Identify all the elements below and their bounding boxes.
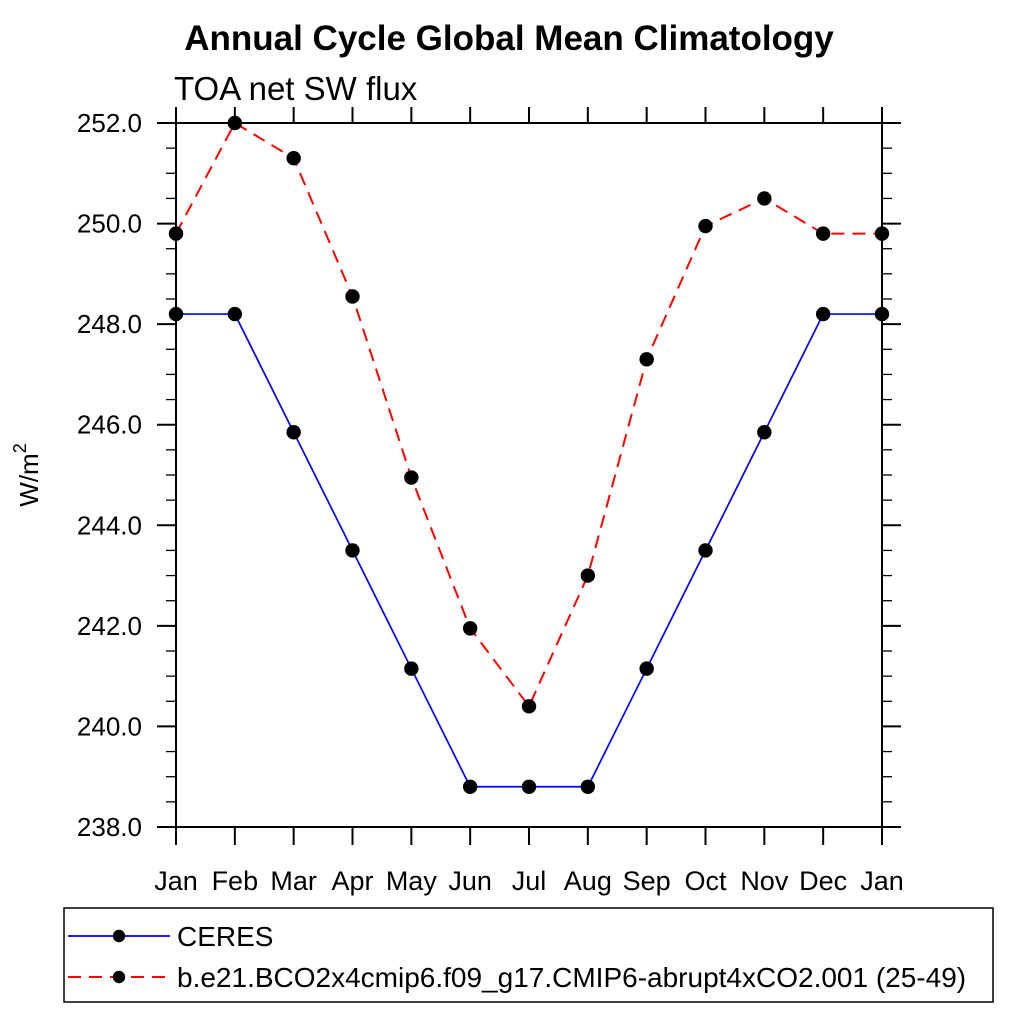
x-tick-label: Sep	[623, 866, 671, 896]
x-tick-label: Dec	[799, 866, 847, 896]
x-tick-label: Jul	[512, 866, 547, 896]
model-data-point-marker	[815, 226, 831, 241]
x-tick-label: Apr	[331, 866, 373, 896]
model-data-point-marker	[698, 218, 713, 234]
model-data-point-marker	[639, 352, 654, 367]
ceres-data-point-marker	[286, 425, 301, 440]
ceres-data-point-marker	[815, 306, 831, 322]
x-tick-label: Aug	[564, 866, 612, 896]
model-data-point-marker	[168, 226, 184, 241]
legend-label: b.e21.BCO2x4cmip6.f09_g17.CMIP6-abrupt4x…	[177, 962, 966, 993]
model-data-point-marker	[227, 115, 243, 131]
plot-title: Annual Cycle Global Mean Climatology	[184, 19, 834, 58]
x-tick-label: Feb	[212, 866, 259, 896]
model-data-point-marker	[404, 470, 419, 485]
x-tick-label: Jan	[154, 866, 198, 896]
ceres-data-point-marker	[404, 661, 419, 676]
y-tick-label: 252.0	[77, 108, 142, 138]
y-tick-label: 246.0	[77, 410, 142, 440]
ceres-data-point-marker	[462, 779, 478, 794]
y-tick-label: 250.0	[77, 209, 142, 239]
x-tick-label: Nov	[740, 866, 789, 896]
ceres-data-point-marker	[227, 306, 243, 322]
model-data-point-marker	[521, 699, 537, 714]
model-data-point-marker	[874, 226, 890, 241]
y-axis-label-exponent: 2	[10, 443, 30, 453]
model-data-point-marker	[345, 289, 360, 304]
legend-box	[63, 907, 994, 1003]
ceres-data-point-marker	[580, 779, 596, 794]
ceres-data-point-marker	[874, 306, 890, 322]
x-tick-label: Jan	[860, 866, 904, 896]
y-axis-label: W/m2	[10, 443, 44, 506]
y-tick-label: 248.0	[77, 309, 142, 339]
ceres-data-point-marker	[168, 306, 184, 322]
plot-subtitle: TOA net SW flux	[174, 70, 418, 107]
model-data-point-marker	[757, 191, 772, 206]
y-tick-label: 244.0	[77, 510, 142, 540]
ceres-data-point-marker	[345, 543, 360, 558]
model-data-point-marker	[462, 621, 478, 636]
legend-marker	[112, 970, 126, 984]
legend-label: CERES	[177, 921, 273, 952]
model-data-point-marker	[286, 151, 301, 166]
model-data-point-marker	[580, 568, 596, 583]
ceres-data-point-marker	[639, 661, 654, 676]
y-tick-label: 242.0	[77, 611, 142, 641]
x-tick-label: Oct	[684, 866, 727, 896]
ceres-data-point-marker	[757, 425, 772, 440]
x-tick-label: May	[386, 866, 438, 896]
y-tick-label: 238.0	[77, 812, 142, 842]
ceres-data-point-marker	[521, 779, 537, 794]
legend-marker	[112, 929, 126, 943]
x-tick-label: Jun	[448, 866, 492, 896]
y-tick-label: 240.0	[77, 711, 142, 741]
x-tick-label: Mar	[270, 866, 317, 896]
ceres-data-point-marker	[698, 543, 713, 558]
y-axis-label-base: W/m	[14, 453, 44, 506]
